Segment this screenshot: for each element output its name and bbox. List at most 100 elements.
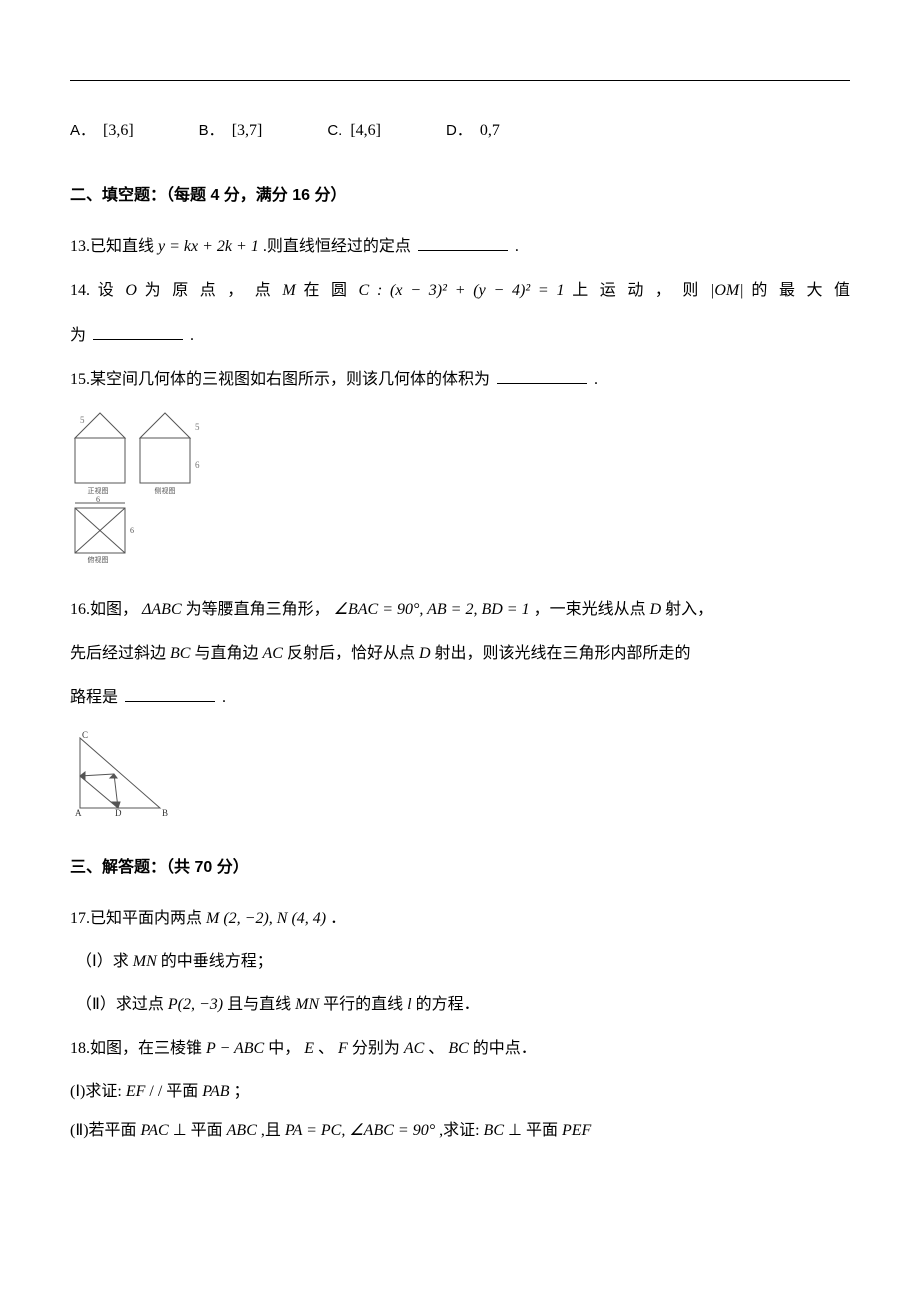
q18-s2b: 平面 (191, 1122, 227, 1139)
q16-l1e: 射入， (665, 601, 713, 618)
q18-ef: EF (126, 1083, 146, 1100)
option-a: A． [3,6] (70, 111, 134, 151)
q18-s2c: ,且 (261, 1122, 285, 1139)
svg-text:6: 6 (195, 460, 200, 470)
q16-l1a: 16.如图， (70, 601, 142, 618)
q18-pab: PAB (202, 1083, 229, 1100)
svg-text:5: 5 (195, 422, 200, 432)
svg-text:5: 5 (80, 415, 85, 425)
top-view-label: 俯视图 (88, 555, 109, 563)
q16-l2b: 与直角边 (194, 645, 262, 662)
q16-blank (125, 686, 215, 702)
q18-s1a: (Ⅰ)求证: (70, 1083, 126, 1100)
q15-blank (497, 368, 587, 384)
svg-text:C: C (82, 730, 88, 740)
q15-text: 15.某空间几何体的三视图如右图所示，则该几何体的体积为 (70, 371, 490, 388)
q17-s2b: 且与直线 (227, 996, 295, 1013)
q16-d1: D (650, 601, 662, 618)
q18-formula: PA = PC, ∠ABC = 90° (285, 1122, 435, 1139)
options-row: A． [3,6] B． [3,7] C. [4,6] D． 0,7 (70, 111, 850, 151)
triangle-svg: A D B C (70, 728, 175, 818)
q18-bc2: BC (484, 1122, 504, 1139)
q16-formula: ∠BAC = 90°, AB = 2, BD = 1 (334, 601, 530, 618)
option-c-label: C. (327, 112, 342, 150)
q18-f: F (338, 1040, 348, 1057)
q18-sub2: (Ⅱ)若平面 PAC ⊥ 平面 ABC ,且 PA = PC, ∠ABC = 9… (70, 1113, 850, 1148)
q16-l1c: ，一束光线从点 (534, 601, 650, 618)
q18-s1c: ； (234, 1083, 250, 1100)
q17-s1b: 的中垂线方程； (161, 953, 273, 970)
side-view-label: 侧视图 (155, 486, 176, 495)
q14-mid3: 上 运 动 ， 则 (572, 282, 710, 299)
q14-om: |OM| (710, 282, 744, 299)
option-a-value: [3,6] (103, 111, 134, 151)
q17-s1a: （Ⅰ）求 (76, 953, 133, 970)
q18-pabc: P − ABC (206, 1040, 264, 1057)
q16-l2e: 射出，则该光线在三角形内部所走的 (435, 645, 691, 662)
q16-d2: D (419, 645, 431, 662)
q17-s2d: 的方程． (416, 996, 480, 1013)
q14-mid2: 在 圆 (303, 282, 358, 299)
q18-l1h: 的中点． (473, 1040, 537, 1057)
q17-p: P(2, −3) (168, 996, 223, 1013)
option-d: D． 0,7 (446, 111, 500, 151)
q18-pef: PEF (562, 1122, 591, 1139)
q14-o: O (125, 282, 137, 299)
q16-line2: 先后经过斜边 BC 与直角边 AC 反射后，恰好从点 D 射出，则该光线在三角形… (70, 635, 850, 673)
q18-sub1: (Ⅰ)求证: EF / / 平面 PAB ； (70, 1074, 850, 1109)
q17-formula: M (2, −2), N (4, 4) (206, 910, 326, 927)
q14-line2: 为 . (70, 317, 850, 355)
q18-s1b: 平面 (166, 1083, 202, 1100)
q18-l1b: 中， (268, 1040, 304, 1057)
q18-s2a: (Ⅱ)若平面 (70, 1122, 141, 1139)
q14-blank (93, 324, 183, 340)
q13-prefix: 13.已知直线 (70, 238, 158, 255)
q17-mn2: MN (295, 996, 319, 1013)
q17-l: l (407, 996, 411, 1013)
q18-line1: 18.如图，在三棱锥 P − ABC 中， E 、 F 分别为 AC 、 BC … (70, 1030, 850, 1068)
q14-end: 的 最 大 值 (751, 282, 850, 299)
q18-s2d: ,求证: (439, 1122, 483, 1139)
q18-l1c: 、 (318, 1040, 338, 1057)
q16-l2a: 先后经过斜边 (70, 645, 170, 662)
svg-text:6: 6 (130, 526, 134, 535)
option-b-label: B． (199, 112, 224, 150)
q14-prefix: 14. 设 (70, 282, 125, 299)
q13: 13.已知直线 y = kx + 2k + 1 .则直线恒经过的定点 . (70, 228, 850, 266)
option-b: B． [3,7] (199, 111, 263, 151)
q17-l1a: 17.已知平面内两点 (70, 910, 206, 927)
q16-l3: 路程是 (70, 689, 118, 706)
q16-bc: BC (170, 645, 190, 662)
q13-blank (418, 235, 508, 251)
q18-pac: PAC (141, 1122, 169, 1139)
q18-bc: BC (448, 1040, 468, 1057)
q16-line1: 16.如图， ΔABC 为等腰直角三角形， ∠BAC = 90°, AB = 2… (70, 591, 850, 629)
page-divider (70, 80, 850, 81)
q18-l1g: 、 (428, 1040, 448, 1057)
svg-text:6: 6 (96, 495, 100, 504)
section-2-title: 二、填空题：（每题 4 分，满分 16 分） (70, 176, 850, 216)
q16-l2c: 反射后，恰好从点 (287, 645, 419, 662)
q18-par: / / (149, 1083, 166, 1100)
svg-text:D: D (115, 808, 122, 818)
q18-perp1: ⊥ (173, 1122, 191, 1139)
q17-s2c: 平行的直线 (323, 996, 407, 1013)
q17-s2a: （Ⅱ）求过点 (76, 996, 168, 1013)
q14-mid1: 为 原 点 ， 点 (145, 282, 283, 299)
q18-abc: ABC (227, 1122, 257, 1139)
q15: 15.某空间几何体的三视图如右图所示，则该几何体的体积为 . (70, 361, 850, 399)
three-views-svg: 正视图 5 侧视图 6 5 6 6 俯视图 (70, 408, 205, 563)
svg-text:A: A (75, 808, 82, 818)
q18-perp2: ⊥ (508, 1122, 526, 1139)
q16-l1b: 为等腰直角三角形， (186, 601, 334, 618)
q13-formula: y = kx + 2k + 1 (158, 238, 259, 255)
q16-tri: ΔABC (142, 601, 182, 618)
q13-suffix: .则直线恒经过的定点 (263, 238, 411, 255)
q14-formula: C : (x − 3)² + (y − 4)² = 1 (359, 282, 565, 299)
q16-ac: AC (262, 645, 282, 662)
q17-sub2: （Ⅱ）求过点 P(2, −3) 且与直线 MN 平行的直线 l 的方程． (76, 987, 850, 1024)
q18-l1a: 18.如图，在三棱锥 (70, 1040, 206, 1057)
option-c-value: [4,6] (350, 111, 381, 151)
q17-mn: MN (133, 953, 157, 970)
three-views-figure: 正视图 5 侧视图 6 5 6 6 俯视图 (70, 408, 850, 579)
